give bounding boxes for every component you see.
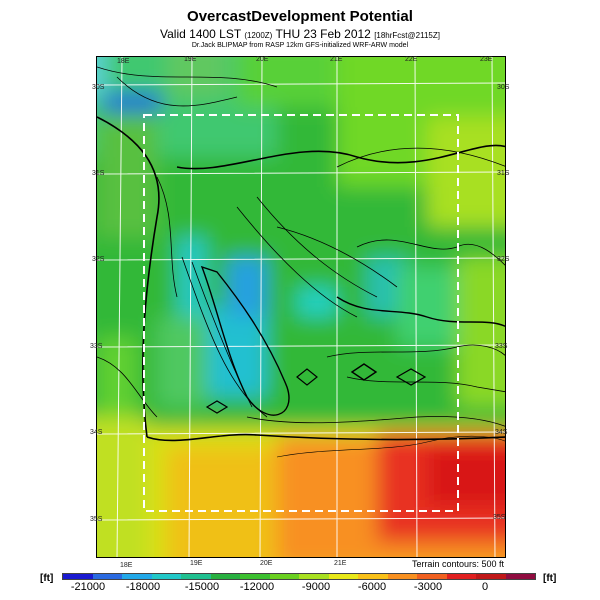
colorbar-label-0: -21000	[70, 581, 106, 593]
lon-label-top-4: 22E	[405, 56, 418, 63]
lon-label-top-0: 18E	[117, 58, 130, 65]
lat-label-left-2: 32S	[92, 256, 105, 263]
colorbar-swatch	[151, 574, 181, 579]
colorbar-label-7: 0	[481, 581, 489, 593]
lat-label-right-5: 35S	[493, 514, 506, 521]
lat-label-right-0: 30S	[497, 84, 510, 91]
colorbar-unit-right: [ft]	[543, 573, 557, 584]
lat-label-right-1: 31S	[497, 170, 510, 177]
lon-label-top-1: 19E	[184, 56, 197, 63]
lat-label-left-1: 31S	[92, 170, 105, 177]
inner-domain-box	[143, 114, 459, 512]
map-title: OvercastDevelopment Potential	[187, 8, 413, 25]
lat-label-left-4: 34S	[90, 429, 103, 436]
colorbar-swatch	[240, 574, 270, 579]
lon-label-top-3: 21E	[330, 56, 343, 63]
colorbar-swatch	[417, 574, 447, 579]
colorbar-label-4: -9000	[301, 581, 331, 593]
forecast-map[interactable]	[96, 56, 506, 558]
forecast-hours: [18hrFcst@2115Z]	[374, 31, 440, 40]
lat-label-right-2: 32S	[497, 256, 510, 263]
colorbar-label-3: -12000	[239, 581, 275, 593]
valid-zulu: (1200Z)	[244, 31, 273, 40]
colorbar-swatch	[328, 574, 358, 579]
lon-label-top-2: 20E	[256, 56, 269, 63]
colorbar-swatch	[92, 574, 122, 579]
map-canvas	[97, 57, 505, 557]
lat-label-right-4: 34S	[495, 429, 508, 436]
colorbar	[62, 573, 536, 580]
colorbar-swatch	[358, 574, 388, 579]
lon-label-bottom-3: 21E	[334, 560, 347, 567]
lon-label-bottom-1: 19E	[190, 560, 203, 567]
colorbar-swatch	[63, 574, 93, 579]
colorbar-label-1: -18000	[125, 581, 161, 593]
colorbar-label-5: -6000	[357, 581, 387, 593]
colorbar-swatch	[446, 574, 476, 579]
valid-date: THU 23 Feb 2012	[275, 27, 371, 41]
lon-label-top-5: 23E	[480, 56, 493, 63]
colorbar-label-6: -3000	[413, 581, 443, 593]
lat-label-left-3: 33S	[90, 343, 103, 350]
colorbar-label-2: -15000	[184, 581, 220, 593]
colorbar-swatch	[476, 574, 506, 579]
model-credit: Dr.Jack BLIPMAP from RASP 12km GFS-initi…	[191, 42, 409, 49]
lon-label-bottom-0: 18E	[120, 562, 133, 569]
lon-label-bottom-2: 20E	[260, 560, 273, 567]
lat-lon-grid	[97, 57, 505, 557]
colorbar-swatch	[181, 574, 211, 579]
lat-label-left-5: 35S	[90, 516, 103, 523]
valid-time: Valid 1400 LST (1200Z) THU 23 Feb 2012 […	[0, 27, 600, 41]
colorbar-swatch	[299, 574, 329, 579]
colorbar-swatch	[269, 574, 299, 579]
terrain-contours	[97, 66, 505, 458]
valid-prefix: Valid 1400 LST	[160, 27, 241, 41]
lat-label-right-3: 33S	[495, 343, 508, 350]
colorbar-swatch	[505, 574, 535, 579]
potential-field	[97, 57, 505, 557]
lat-label-left-0: 30S	[92, 84, 105, 91]
colorbar-unit-left: [ft]	[40, 573, 54, 584]
colorbar-swatch	[210, 574, 240, 579]
colorbar-swatch	[122, 574, 152, 579]
terrain-contour-note: Terrain contours: 500 ft	[411, 559, 504, 569]
colorbar-swatch	[387, 574, 417, 579]
